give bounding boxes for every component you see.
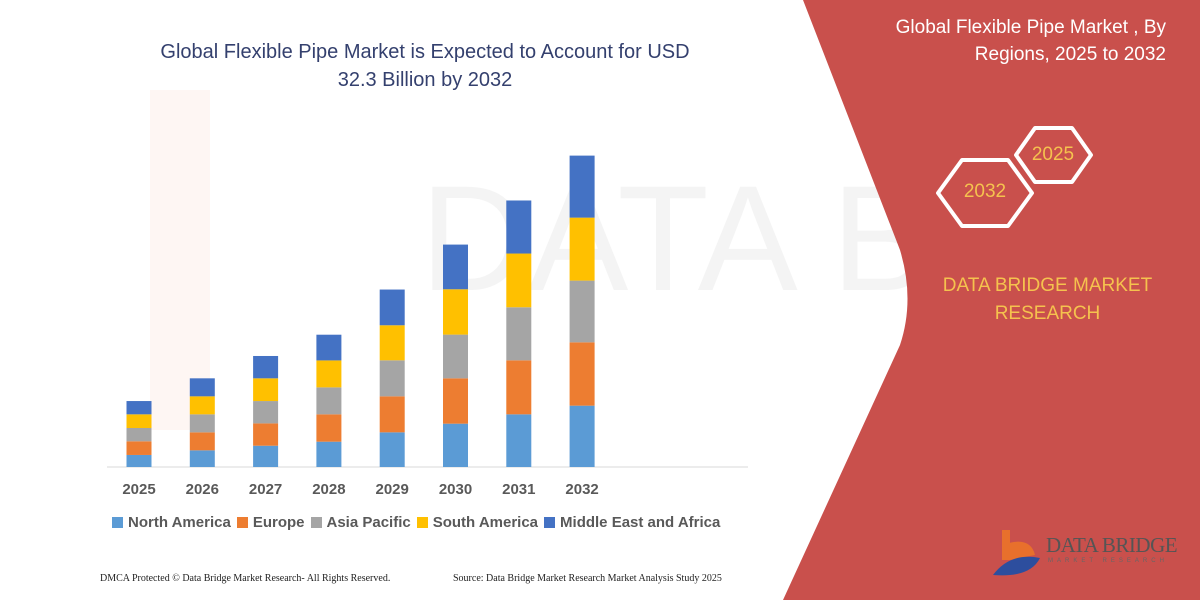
legend-label: North America [128, 514, 231, 531]
bar-segment-2025-north-america [126, 454, 152, 467]
logo-icon [993, 530, 1040, 576]
bar-segment-2029-middle-east-and-africa [379, 289, 405, 326]
x-tick-label: 2032 [565, 481, 599, 498]
bar-segment-2032-south-america [569, 217, 595, 281]
bar-segment-2032-middle-east-and-africa [569, 155, 595, 218]
bar-segment-2031-south-america [506, 253, 532, 308]
bar-segment-2031-middle-east-and-africa [506, 200, 532, 254]
hexagon-2032 [936, 158, 1034, 228]
footer-source: Source: Data Bridge Market Research Mark… [453, 573, 722, 584]
legend-swatch [544, 517, 556, 528]
brand-text: DATA BRIDGE MARKET RESEARCH [942, 275, 1153, 324]
bar-segment-2026-south-america [189, 396, 215, 415]
bar-segment-2025-middle-east-and-africa [126, 401, 152, 415]
bar-segment-2032-europe [569, 342, 595, 406]
bar-segment-2030-south-america [443, 289, 468, 335]
legend-label: Asia Pacific [326, 514, 411, 531]
bar-segment-2026-europe [189, 432, 215, 451]
bar-segment-2030-europe [443, 378, 468, 424]
legend-label: Middle East and Africa [560, 514, 721, 531]
bar-segment-2027-north-america [253, 445, 279, 467]
side-title: Global Flexible Pipe Market , By Regions… [895, 17, 1166, 65]
x-tick-label: 2030 [438, 481, 473, 498]
bar-segment-2031-europe [506, 360, 532, 415]
bar-segment-2029-asia-pacific [379, 360, 405, 397]
bar-segment-2028-middle-east-and-africa [316, 334, 342, 361]
logo-subtext: MARKET RESEARCH [1048, 558, 1168, 564]
legend-item: Asia Pacific [310, 514, 411, 531]
legend-item: Europe [236, 514, 305, 531]
bar-segment-2031-north-america [506, 414, 532, 467]
bar-segment-2027-middle-east-and-africa [253, 355, 279, 379]
legend-label: Europe [252, 514, 305, 531]
x-tick-label: 2027 [248, 481, 283, 498]
legend-item: North America [112, 514, 231, 531]
hexagon-2025 [1014, 126, 1093, 184]
bar-segment-2027-south-america [253, 378, 279, 402]
x-tick-label: 2028 [312, 481, 346, 498]
hex-label-2025: 2025 [1031, 144, 1075, 165]
bar-segment-2031-asia-pacific [506, 307, 532, 361]
legend: North America Europe Asia Pacific South Ame… [112, 514, 720, 531]
legend-item: South America [416, 514, 539, 531]
bar-segment-2030-middle-east-and-africa [443, 244, 468, 290]
bar-segment-2025-asia-pacific [126, 428, 152, 442]
bar-segment-2027-europe [253, 423, 279, 446]
x-tick-label: 2026 [185, 481, 219, 498]
chart-title: Global Flexible Pipe Market is Expected … [160, 41, 690, 91]
x-tick-label: 2029 [375, 481, 409, 498]
bar-segment-2029-south-america [379, 325, 405, 361]
bar-segment-2032-asia-pacific [569, 280, 595, 343]
legend-swatch [310, 517, 322, 528]
legend-swatch [416, 517, 428, 528]
bar-segment-2026-asia-pacific [189, 414, 215, 433]
x-tick-label: 2031 [502, 481, 536, 498]
bar-segment-2029-europe [379, 396, 405, 433]
legend-label: South America [432, 514, 539, 531]
bar-segment-2026-middle-east-and-africa [189, 378, 215, 397]
legend-swatch [112, 517, 123, 528]
bar-segment-2028-south-america [316, 360, 342, 388]
legend-swatch [236, 517, 248, 528]
bar-segment-2032-north-america [569, 405, 595, 467]
footer-copyright: DMCA Protected © Data Bridge Market Rese… [100, 573, 391, 584]
bar-segment-2027-asia-pacific [253, 401, 279, 424]
legend-item: Middle East and Africa [544, 514, 720, 531]
bar-segment-2030-asia-pacific [443, 334, 468, 379]
bar-segment-2028-asia-pacific [316, 387, 342, 415]
bar-segment-2028-europe [316, 414, 342, 442]
hex-label-2032: 2032 [963, 181, 1007, 202]
bar-segment-2028-north-america [316, 441, 342, 467]
logo-text: DATA BRIDGE [1046, 533, 1178, 557]
x-tick-label: 2025 [122, 481, 156, 498]
side-panel [783, 0, 1200, 600]
bar-segment-2030-north-america [443, 423, 468, 467]
bar-segment-2025-europe [126, 441, 152, 455]
bar-segment-2025-south-america [126, 414, 152, 429]
bar-segment-2029-north-america [379, 432, 405, 467]
bars [126, 155, 595, 467]
bar-segment-2026-north-america [189, 450, 215, 467]
